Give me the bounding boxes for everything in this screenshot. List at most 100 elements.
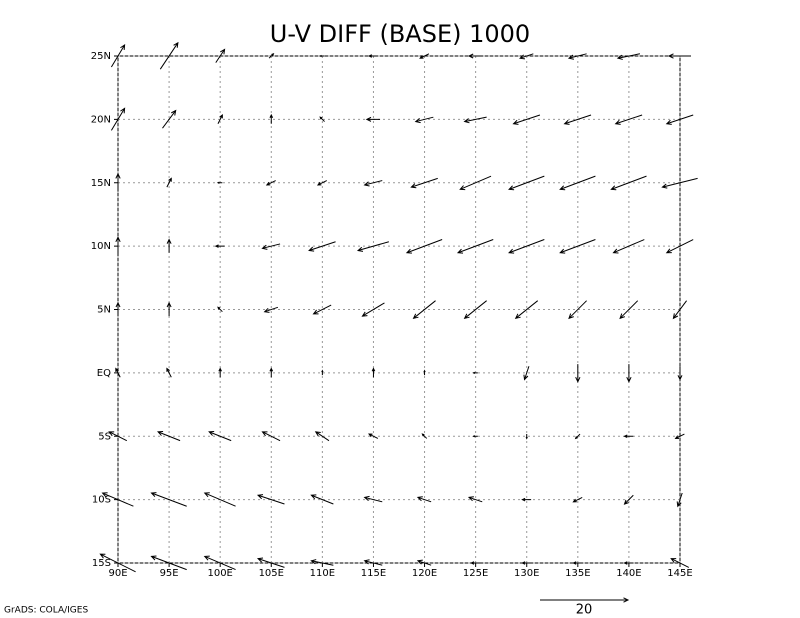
x-tick-label: 90E: [108, 568, 127, 579]
wind-vector: [419, 53, 430, 59]
x-tick-label: 140E: [616, 568, 641, 579]
wind-vector: [363, 495, 383, 503]
wind-vector: [321, 369, 324, 376]
wind-vector: [410, 177, 438, 189]
wind-vector: [310, 559, 334, 566]
wind-vector: [619, 300, 639, 320]
wind-vector: [308, 241, 336, 252]
wind-vector: [614, 114, 643, 125]
wind-vector: [626, 364, 632, 383]
wind-vector: [512, 114, 541, 125]
wind-vector: [256, 494, 285, 505]
wind-vector: [563, 114, 592, 125]
wind-vector: [110, 107, 126, 131]
wind-vector: [456, 239, 494, 254]
wind-vector: [263, 306, 279, 313]
x-tick-label: 115E: [361, 568, 386, 579]
wind-vector: [667, 53, 691, 59]
wind-vector: [572, 561, 583, 565]
wind-vector: [416, 496, 432, 503]
wind-vector: [672, 300, 687, 320]
wind-vector: [99, 553, 136, 573]
wind-vector: [268, 52, 275, 59]
x-tick-label: 100E: [207, 568, 232, 579]
wind-vector: [612, 239, 645, 254]
wind-vector: [508, 175, 545, 191]
wind-vector: [159, 41, 179, 70]
wind-vector: [166, 301, 172, 317]
wind-vector: [472, 435, 478, 438]
x-tick-label: 130E: [514, 568, 539, 579]
wind-vector: [470, 561, 481, 565]
wind-vector: [166, 367, 172, 378]
wind-vector: [665, 239, 694, 254]
x-tick-label: 110E: [310, 568, 335, 579]
wind-vector: [261, 243, 281, 250]
reference-vector: [540, 597, 630, 603]
wind-vector: [521, 497, 532, 502]
wind-vector: [423, 369, 426, 376]
wind-vector: [371, 367, 376, 378]
wind-vector: [218, 367, 222, 378]
wind-vector: [525, 434, 528, 440]
footer: GrADS: COLA/IGES: [4, 606, 88, 616]
wind-vector: [150, 555, 187, 571]
wind-vector: [217, 113, 223, 124]
wind-vector: [463, 300, 487, 320]
x-tick-label: 120E: [412, 568, 437, 579]
x-tick-label: 135E: [565, 568, 590, 579]
wind-vector: [508, 239, 545, 254]
wind-vector: [463, 116, 487, 124]
x-tick-label: 95E: [160, 568, 179, 579]
wind-vector: [203, 492, 236, 507]
wind-vector: [361, 302, 385, 317]
wind-vector: [574, 433, 581, 440]
wind-vector: [523, 366, 530, 381]
wind-vector: [412, 300, 436, 320]
wind-vector: [108, 431, 128, 442]
wind-vector: [216, 181, 223, 184]
wind-vector: [623, 434, 634, 439]
x-tick-label: 105E: [259, 568, 284, 579]
wind-vector: [319, 116, 325, 122]
wind-vector: [215, 48, 226, 63]
wind-vector: [616, 53, 641, 60]
wind-vector: [319, 54, 325, 58]
wind-vector: [661, 177, 698, 189]
wind-vector: [572, 496, 583, 503]
chart-title: U-V DIFF (BASE) 1000: [270, 20, 530, 48]
wind-vector: [166, 177, 172, 188]
wind-vector: [567, 53, 587, 60]
wind-vector: [467, 496, 483, 503]
wind-vector: [162, 109, 177, 129]
wind-vector: [217, 306, 223, 313]
wind-vector: [405, 239, 443, 254]
wind-vector: [115, 367, 121, 378]
wind-vector: [610, 175, 647, 191]
wind-vector: [365, 116, 381, 122]
wind-vector: [256, 557, 285, 568]
y-tick-label: 15N: [91, 178, 111, 189]
wind-vector: [150, 492, 187, 507]
wind-vector: [472, 371, 478, 374]
wind-vector: [677, 366, 683, 381]
wind-vector: [514, 300, 539, 320]
wind-vector: [363, 559, 383, 566]
wind-vector: [414, 116, 434, 124]
wind-vector: [310, 494, 334, 505]
wind-vector: [314, 431, 330, 442]
wind-vector: [559, 175, 596, 191]
wind-vector: [261, 431, 281, 442]
wind-vector: [670, 558, 690, 568]
y-tick-label: 5S: [98, 431, 111, 442]
wind-vector: [674, 433, 685, 439]
wind-vector: [208, 431, 232, 442]
y-tick-label: 10N: [91, 241, 111, 252]
wind-vector: [416, 559, 432, 566]
wind-vector: [110, 44, 126, 68]
y-tick-label: 20N: [91, 114, 111, 125]
y-tick-label: EQ: [97, 368, 111, 379]
y-tick-label: 15S: [92, 558, 111, 569]
wind-vector: [363, 180, 383, 187]
